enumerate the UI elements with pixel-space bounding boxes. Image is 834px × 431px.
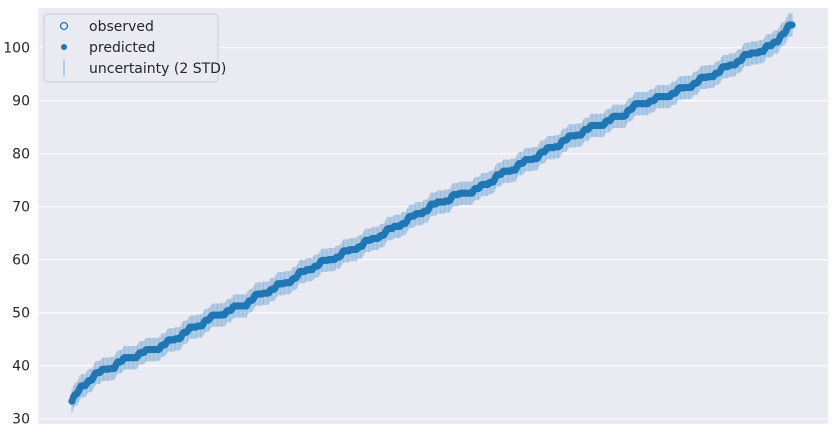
y-axis-tick-labels: 30 40 50 60 70 80 90 100: [3, 41, 30, 428]
y-tick-label: 40: [12, 359, 30, 375]
legend-predicted-marker: [61, 44, 67, 50]
y-tick-label: 50: [12, 306, 30, 322]
legend-observed-label: observed: [89, 19, 154, 35]
legend-observed-marker: [59, 21, 69, 31]
y-tick-label: 90: [12, 94, 30, 110]
y-tick-label: 100: [3, 41, 30, 57]
predicted-points: [68, 21, 796, 405]
y-tick-label: 30: [12, 412, 30, 428]
legend-box: [43, 13, 219, 83]
y-tick-label: 80: [12, 147, 30, 163]
predicted-point: [788, 21, 796, 29]
y-tick-label: 70: [12, 200, 30, 216]
legend-uncertainty-label: uncertainty (2 STD): [89, 61, 226, 77]
y-tick-label: 60: [12, 253, 30, 269]
legend: observed predicted uncertainty (2 STD): [43, 13, 226, 83]
legend-predicted-label: predicted: [89, 40, 155, 56]
